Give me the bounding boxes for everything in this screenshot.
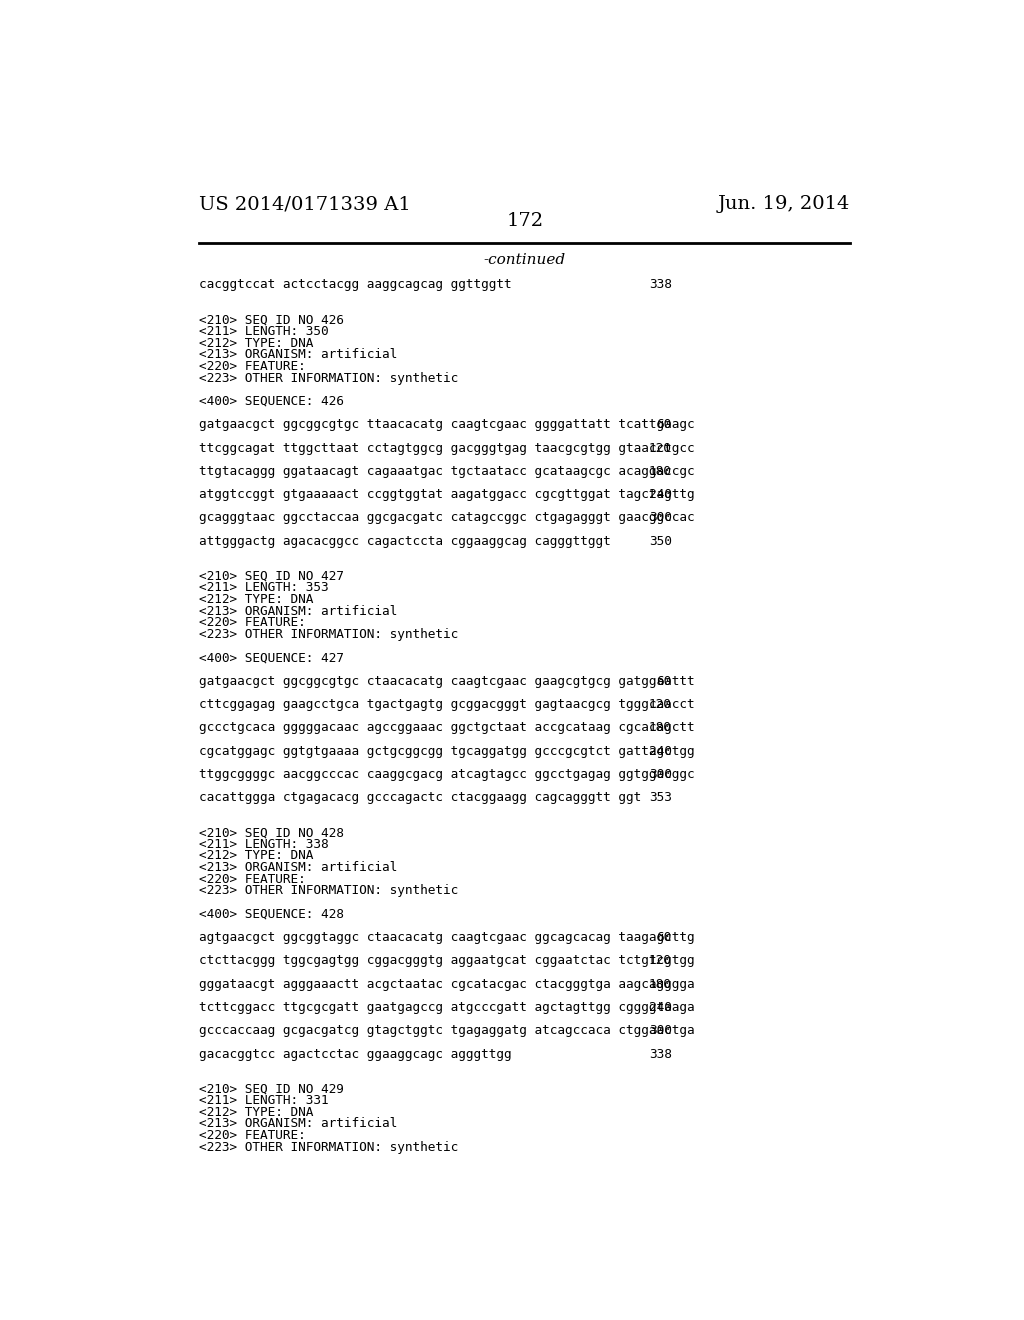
- Text: agtgaacgct ggcggtaggc ctaacacatg caagtcgaac ggcagcacag taagagcttg: agtgaacgct ggcggtaggc ctaacacatg caagtcg…: [200, 931, 695, 944]
- Text: <211> LENGTH: 353: <211> LENGTH: 353: [200, 581, 329, 594]
- Text: 240: 240: [649, 744, 672, 758]
- Text: <213> ORGANISM: artificial: <213> ORGANISM: artificial: [200, 605, 397, 618]
- Text: gccctgcaca gggggacaac agccggaaac ggctgctaat accgcataag cgcacagctt: gccctgcaca gggggacaac agccggaaac ggctgct…: [200, 721, 695, 734]
- Text: <213> ORGANISM: artificial: <213> ORGANISM: artificial: [200, 348, 397, 362]
- Text: 60: 60: [656, 931, 672, 944]
- Text: 120: 120: [649, 698, 672, 711]
- Text: cttcggagag gaagcctgca tgactgagtg gcggacgggt gagtaacgcg tgggcaacct: cttcggagag gaagcctgca tgactgagtg gcggacg…: [200, 698, 695, 711]
- Text: 300: 300: [649, 1024, 672, 1038]
- Text: 300: 300: [649, 511, 672, 524]
- Text: <223> OTHER INFORMATION: synthetic: <223> OTHER INFORMATION: synthetic: [200, 628, 459, 642]
- Text: <400> SEQUENCE: 428: <400> SEQUENCE: 428: [200, 908, 344, 920]
- Text: 120: 120: [649, 441, 672, 454]
- Text: <220> FEATURE:: <220> FEATURE:: [200, 873, 306, 886]
- Text: cacggtccat actcctacgg aaggcagcag ggttggtt: cacggtccat actcctacgg aaggcagcag ggttggt…: [200, 279, 512, 292]
- Text: <223> OTHER INFORMATION: synthetic: <223> OTHER INFORMATION: synthetic: [200, 884, 459, 898]
- Text: 338: 338: [649, 1048, 672, 1060]
- Text: gggataacgt agggaaactt acgctaatac cgcatacgac ctacgggtga aagcagggga: gggataacgt agggaaactt acgctaatac cgcatac…: [200, 978, 695, 990]
- Text: 120: 120: [649, 954, 672, 968]
- Text: <220> FEATURE:: <220> FEATURE:: [200, 616, 306, 630]
- Text: -continued: -continued: [483, 253, 566, 267]
- Text: 60: 60: [656, 418, 672, 432]
- Text: <212> TYPE: DNA: <212> TYPE: DNA: [200, 337, 313, 350]
- Text: ttgtacaggg ggataacagt cagaaatgac tgctaatacc gcataagcgc acaggaccgc: ttgtacaggg ggataacagt cagaaatgac tgctaat…: [200, 465, 695, 478]
- Text: <213> ORGANISM: artificial: <213> ORGANISM: artificial: [200, 861, 397, 874]
- Text: 350: 350: [649, 535, 672, 548]
- Text: <212> TYPE: DNA: <212> TYPE: DNA: [200, 1106, 313, 1119]
- Text: <220> FEATURE:: <220> FEATURE:: [200, 1129, 306, 1142]
- Text: <223> OTHER INFORMATION: synthetic: <223> OTHER INFORMATION: synthetic: [200, 371, 459, 384]
- Text: gcccaccaag gcgacgatcg gtagctggtc tgagaggatg atcagccaca ctggaactga: gcccaccaag gcgacgatcg gtagctggtc tgagagg…: [200, 1024, 695, 1038]
- Text: 353: 353: [649, 791, 672, 804]
- Text: 240: 240: [649, 488, 672, 502]
- Text: <210> SEQ ID NO 429: <210> SEQ ID NO 429: [200, 1082, 344, 1096]
- Text: <212> TYPE: DNA: <212> TYPE: DNA: [200, 593, 313, 606]
- Text: 60: 60: [656, 675, 672, 688]
- Text: cacattggga ctgagacacg gcccagactc ctacggaagg cagcagggtt ggt: cacattggga ctgagacacg gcccagactc ctacgga…: [200, 791, 642, 804]
- Text: ttggcggggc aacggcccac caaggcgacg atcagtagcc ggcctgagag ggtggacggc: ttggcggggc aacggcccac caaggcgacg atcagta…: [200, 768, 695, 781]
- Text: <400> SEQUENCE: 427: <400> SEQUENCE: 427: [200, 651, 344, 664]
- Text: <210> SEQ ID NO 427: <210> SEQ ID NO 427: [200, 570, 344, 582]
- Text: <213> ORGANISM: artificial: <213> ORGANISM: artificial: [200, 1118, 397, 1130]
- Text: gatgaacgct ggcggcgtgc ctaacacatg caagtcgaac gaagcgtgcg gatggaattt: gatgaacgct ggcggcgtgc ctaacacatg caagtcg…: [200, 675, 695, 688]
- Text: 338: 338: [649, 279, 672, 292]
- Text: gatgaacgct ggcggcgtgc ttaacacatg caagtcgaac ggggattatt tcattgaagc: gatgaacgct ggcggcgtgc ttaacacatg caagtcg…: [200, 418, 695, 432]
- Text: tcttcggacc ttgcgcgatt gaatgagccg atgcccgatt agctagttgg cggggtaaga: tcttcggacc ttgcgcgatt gaatgagccg atgcccg…: [200, 1001, 695, 1014]
- Text: <211> LENGTH: 331: <211> LENGTH: 331: [200, 1094, 329, 1107]
- Text: 180: 180: [649, 465, 672, 478]
- Text: <223> OTHER INFORMATION: synthetic: <223> OTHER INFORMATION: synthetic: [200, 1140, 459, 1154]
- Text: <211> LENGTH: 338: <211> LENGTH: 338: [200, 838, 329, 851]
- Text: atggtccggt gtgaaaaact ccggtggtat aagatggacc cgcgttggat tagctagttg: atggtccggt gtgaaaaact ccggtggtat aagatgg…: [200, 488, 695, 502]
- Text: 180: 180: [649, 721, 672, 734]
- Text: 300: 300: [649, 768, 672, 781]
- Text: 180: 180: [649, 978, 672, 990]
- Text: gcagggtaac ggcctaccaa ggcgacgatc catagccggc ctgagagggt gaacggccac: gcagggtaac ggcctaccaa ggcgacgatc catagcc…: [200, 511, 695, 524]
- Text: US 2014/0171339 A1: US 2014/0171339 A1: [200, 195, 412, 213]
- Text: 172: 172: [506, 213, 544, 231]
- Text: <400> SEQUENCE: 426: <400> SEQUENCE: 426: [200, 395, 344, 408]
- Text: Jun. 19, 2014: Jun. 19, 2014: [718, 195, 850, 213]
- Text: gacacggtcc agactcctac ggaaggcagc agggttgg: gacacggtcc agactcctac ggaaggcagc agggttg…: [200, 1048, 512, 1060]
- Text: ttcggcagat ttggcttaat cctagtggcg gacgggtgag taacgcgtgg gtaacctgcc: ttcggcagat ttggcttaat cctagtggcg gacgggt…: [200, 441, 695, 454]
- Text: 240: 240: [649, 1001, 672, 1014]
- Text: <210> SEQ ID NO 426: <210> SEQ ID NO 426: [200, 313, 344, 326]
- Text: attgggactg agacacggcc cagactccta cggaaggcag cagggttggt: attgggactg agacacggcc cagactccta cggaagg…: [200, 535, 611, 548]
- Text: ctcttacggg tggcgagtgg cggacgggtg aggaatgcat cggaatctac tctgtcgtgg: ctcttacggg tggcgagtgg cggacgggtg aggaatg…: [200, 954, 695, 968]
- Text: <212> TYPE: DNA: <212> TYPE: DNA: [200, 849, 313, 862]
- Text: <220> FEATURE:: <220> FEATURE:: [200, 360, 306, 374]
- Text: <211> LENGTH: 350: <211> LENGTH: 350: [200, 325, 329, 338]
- Text: <210> SEQ ID NO 428: <210> SEQ ID NO 428: [200, 826, 344, 840]
- Text: cgcatggagc ggtgtgaaaa gctgcggcgg tgcaggatgg gcccgcgtct gattagctgg: cgcatggagc ggtgtgaaaa gctgcggcgg tgcagga…: [200, 744, 695, 758]
